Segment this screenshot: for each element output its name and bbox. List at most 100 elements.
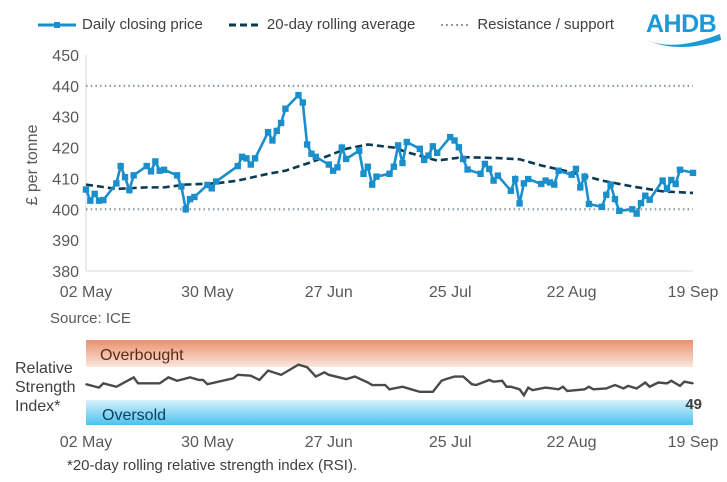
rsi-point — [562, 385, 564, 388]
rsi-point — [492, 380, 495, 383]
price-point — [251, 155, 259, 162]
price-point — [360, 170, 367, 177]
logo-wordmark: AHDB — [646, 10, 717, 38]
rsi-point — [488, 379, 491, 381]
price-point — [386, 170, 393, 177]
price-point — [156, 167, 163, 174]
price-point — [433, 149, 441, 157]
rsi-x-tick-label: 25 Jul — [429, 434, 472, 451]
price-point — [325, 161, 332, 168]
ahdb-logo: AHDB — [644, 10, 724, 48]
rsi-x-tick-label: 27 Jun — [305, 434, 353, 451]
price-point — [95, 197, 103, 204]
rsi-point — [249, 374, 252, 377]
rsi-point — [583, 388, 586, 391]
price-point — [121, 173, 129, 181]
price-point — [512, 175, 519, 183]
rsi-point — [167, 376, 170, 379]
legend-price-swatch — [38, 21, 76, 28]
y-tick-label: 390 — [52, 233, 79, 250]
price-point — [160, 166, 168, 173]
price-point — [486, 165, 493, 173]
price-point — [460, 155, 467, 163]
legend-average-label: 20-day rolling average — [266, 16, 416, 33]
price-point — [542, 177, 549, 184]
x-tick-label: 22 Aug — [547, 284, 597, 301]
price-point — [403, 138, 411, 146]
price-point — [334, 164, 341, 171]
rsi-point — [258, 379, 261, 381]
rsi-point — [102, 382, 105, 385]
price-point — [173, 172, 181, 179]
price-point — [238, 153, 246, 161]
price-point — [447, 133, 454, 141]
rsi-point — [692, 382, 694, 385]
legend-price-label: Daily closing price — [82, 16, 203, 33]
price-point — [390, 163, 398, 170]
price-point — [425, 152, 432, 159]
rsi-point — [367, 381, 369, 384]
rsi-point — [345, 378, 347, 380]
rolling-average-line — [85, 143, 694, 195]
overbought-label: Overbought — [100, 347, 184, 364]
rsi-point — [523, 394, 525, 397]
price-point — [295, 91, 302, 99]
rsi-point — [384, 384, 386, 386]
price-point — [113, 180, 120, 187]
price-point — [520, 180, 528, 187]
legend-item-average: 20-day rolling average — [228, 16, 416, 33]
rsi-point — [644, 381, 647, 384]
y-tick-label: 440 — [52, 79, 79, 96]
price-point — [212, 178, 220, 185]
price-point — [364, 163, 372, 170]
rsi-point — [622, 387, 625, 390]
price-point — [633, 210, 640, 217]
y-tick-label: 430 — [52, 110, 79, 127]
price-point — [663, 185, 671, 193]
price-point — [373, 173, 380, 180]
rsi-point — [648, 385, 651, 388]
price-point — [368, 181, 376, 188]
rsi-last-value: 49 — [685, 396, 702, 413]
rsi-point — [544, 386, 547, 389]
x-tick-label: 02 May — [60, 284, 112, 301]
rsi-point — [202, 379, 204, 381]
price-point — [338, 144, 346, 151]
rsi-point — [531, 389, 534, 391]
rsi-point — [614, 384, 616, 386]
price-point — [494, 172, 502, 179]
price-point — [247, 161, 254, 168]
price-point — [464, 166, 471, 173]
rsi-label-line2: Strength — [15, 379, 75, 396]
x-tick-label: 25 Jul — [429, 284, 472, 301]
price-point — [603, 191, 610, 198]
legend-item-levels: Resistance / support — [441, 16, 614, 33]
price-point — [546, 179, 554, 186]
price-point — [234, 162, 241, 170]
price-point — [420, 156, 428, 164]
rsi-x-tick-label: 02 May — [60, 434, 112, 451]
price-point — [143, 162, 150, 170]
rsi-point — [657, 381, 660, 384]
price-point — [507, 187, 515, 194]
rsi-point — [557, 388, 560, 391]
price-point — [585, 200, 593, 208]
price-point — [551, 181, 558, 188]
price-point — [342, 155, 350, 163]
x-tick-label: 30 May — [181, 284, 233, 301]
rsi-point — [462, 375, 465, 378]
price-point — [273, 127, 280, 135]
legend-average-swatch — [228, 23, 261, 26]
price-point — [668, 176, 675, 184]
rsi-point — [132, 376, 135, 379]
oversold-band — [86, 400, 693, 425]
rsi-point — [432, 391, 434, 393]
rsi-point — [328, 374, 330, 376]
price-point — [264, 128, 272, 136]
price-point — [355, 147, 363, 154]
price-point — [616, 207, 623, 215]
rsi-point — [527, 386, 530, 389]
legend-levels-label: Resistance / support — [477, 16, 615, 33]
rsi-point — [280, 374, 282, 376]
price-point — [568, 171, 575, 178]
